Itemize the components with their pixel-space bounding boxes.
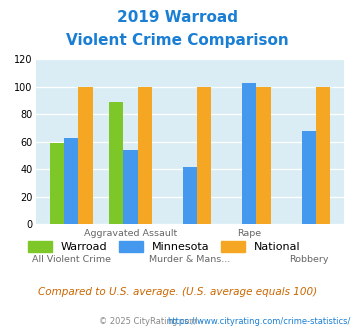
Bar: [183, 167, 197, 224]
Bar: [78, 87, 93, 224]
Text: https://www.cityrating.com/crime-statistics/: https://www.cityrating.com/crime-statist…: [168, 317, 351, 326]
Text: Murder & Mans...: Murder & Mans...: [149, 255, 230, 264]
Text: © 2025 CityRating.com -: © 2025 CityRating.com -: [99, 317, 206, 326]
Bar: [197, 87, 211, 224]
Bar: [50, 143, 64, 224]
Text: All Violent Crime: All Violent Crime: [32, 255, 111, 264]
Text: 2019 Warroad: 2019 Warroad: [117, 10, 238, 25]
Bar: [316, 87, 330, 224]
Bar: [64, 138, 78, 224]
Bar: [124, 150, 138, 224]
Text: Compared to U.S. average. (U.S. average equals 100): Compared to U.S. average. (U.S. average …: [38, 287, 317, 297]
Bar: [109, 102, 124, 224]
Text: Robbery: Robbery: [289, 255, 328, 264]
Bar: [256, 87, 271, 224]
Legend: Warroad, Minnesota, National: Warroad, Minnesota, National: [23, 237, 305, 256]
Text: Violent Crime Comparison: Violent Crime Comparison: [66, 33, 289, 48]
Bar: [138, 87, 152, 224]
Bar: [242, 83, 256, 224]
Bar: [302, 131, 316, 224]
